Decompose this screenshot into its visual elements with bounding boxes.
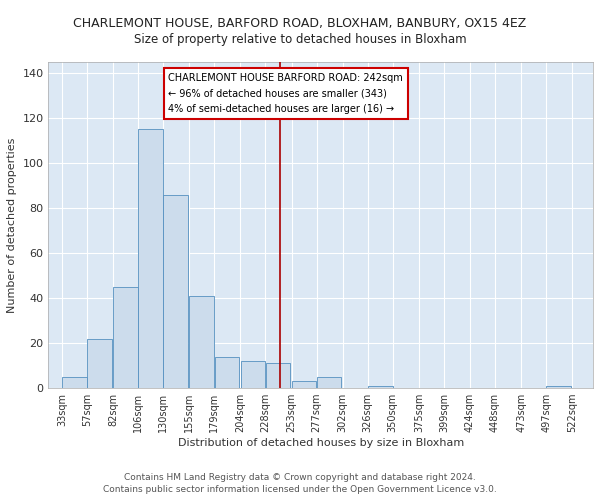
Text: CHARLEMONT HOUSE, BARFORD ROAD, BLOXHAM, BANBURY, OX15 4EZ: CHARLEMONT HOUSE, BARFORD ROAD, BLOXHAM,… <box>73 18 527 30</box>
Bar <box>368 386 392 388</box>
Bar <box>62 377 87 388</box>
Text: Contains HM Land Registry data © Crown copyright and database right 2024.: Contains HM Land Registry data © Crown c… <box>124 472 476 482</box>
X-axis label: Distribution of detached houses by size in Bloxham: Distribution of detached houses by size … <box>178 438 464 448</box>
Bar <box>546 386 571 388</box>
Text: CHARLEMONT HOUSE BARFORD ROAD: 242sqm
← 96% of detached houses are smaller (343): CHARLEMONT HOUSE BARFORD ROAD: 242sqm ← … <box>169 73 403 114</box>
Bar <box>113 287 138 388</box>
Bar <box>87 338 112 388</box>
Bar <box>190 296 214 388</box>
Text: Size of property relative to detached houses in Bloxham: Size of property relative to detached ho… <box>134 32 466 46</box>
Bar <box>215 356 239 388</box>
Bar <box>139 130 163 388</box>
Y-axis label: Number of detached properties: Number of detached properties <box>7 138 17 312</box>
Bar <box>163 194 188 388</box>
Bar <box>266 364 290 388</box>
Text: Contains public sector information licensed under the Open Government Licence v3: Contains public sector information licen… <box>103 485 497 494</box>
Bar <box>317 377 341 388</box>
Bar <box>292 382 316 388</box>
Bar <box>241 361 265 388</box>
